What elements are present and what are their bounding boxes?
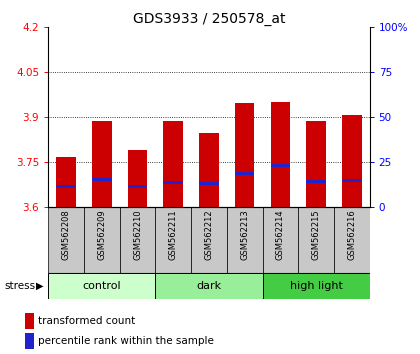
Text: GSM562215: GSM562215 — [312, 209, 320, 260]
Bar — [84, 207, 120, 273]
Bar — [191, 207, 227, 273]
Bar — [270, 164, 290, 167]
Bar — [155, 207, 191, 273]
Text: ▶: ▶ — [36, 281, 44, 291]
Bar — [128, 185, 147, 188]
Bar — [342, 115, 362, 207]
Text: dark: dark — [197, 281, 221, 291]
Text: control: control — [83, 281, 121, 291]
Text: GSM562210: GSM562210 — [133, 209, 142, 260]
Text: GSM562209: GSM562209 — [97, 209, 106, 260]
Bar — [24, 332, 34, 349]
Text: GSM562214: GSM562214 — [276, 209, 285, 260]
Bar — [227, 207, 262, 273]
Text: transformed count: transformed count — [38, 316, 135, 326]
Bar — [199, 133, 219, 207]
Bar — [48, 273, 155, 299]
Bar — [262, 207, 298, 273]
Bar — [306, 180, 326, 183]
Bar — [24, 313, 34, 329]
Bar — [92, 121, 112, 207]
Bar — [235, 172, 255, 175]
Text: GSM562213: GSM562213 — [240, 209, 249, 260]
Bar — [128, 150, 147, 207]
Bar — [199, 182, 219, 184]
Bar — [163, 181, 183, 184]
Bar — [120, 207, 155, 273]
Bar — [334, 207, 370, 273]
Text: GSM562212: GSM562212 — [205, 209, 213, 260]
Text: stress: stress — [4, 281, 35, 291]
Bar — [306, 121, 326, 207]
Bar — [48, 207, 84, 273]
Bar — [56, 158, 76, 207]
Title: GDS3933 / 250578_at: GDS3933 / 250578_at — [133, 12, 285, 25]
Bar — [270, 102, 290, 207]
Bar — [163, 121, 183, 207]
Bar — [155, 273, 262, 299]
Text: high light: high light — [290, 281, 342, 291]
Bar — [235, 103, 255, 207]
Text: GSM562208: GSM562208 — [62, 209, 71, 260]
Text: GSM562211: GSM562211 — [169, 209, 178, 260]
Bar — [92, 178, 112, 181]
Bar — [262, 273, 370, 299]
Bar — [342, 179, 362, 182]
Text: percentile rank within the sample: percentile rank within the sample — [38, 336, 214, 346]
Text: GSM562216: GSM562216 — [347, 209, 356, 260]
Bar — [56, 185, 76, 188]
Bar — [298, 207, 334, 273]
